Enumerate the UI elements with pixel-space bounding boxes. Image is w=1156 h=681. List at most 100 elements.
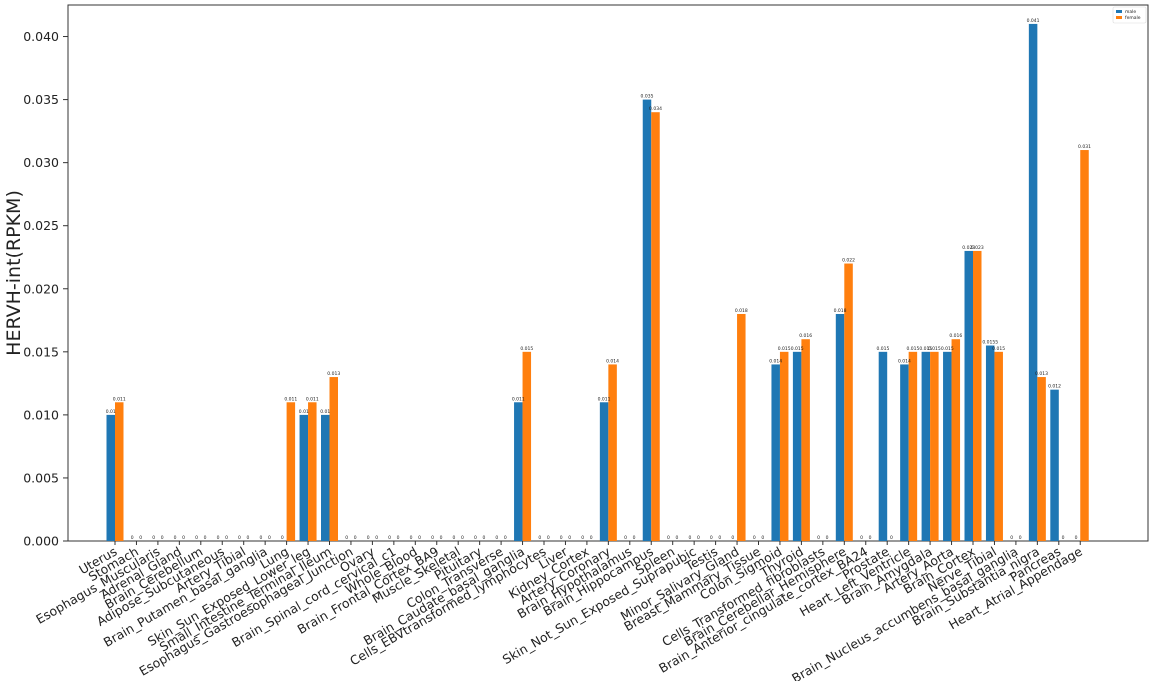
data-label-female: 0.034 <box>649 106 662 112</box>
y-tick-label: 0.030 <box>23 155 59 170</box>
data-label-male: 0 <box>495 535 498 541</box>
data-label-male: 0.035 <box>641 94 654 100</box>
data-label-male: 0 <box>410 535 413 541</box>
data-label-male: 0 <box>259 535 262 541</box>
data-label-female: 0.018 <box>735 308 748 314</box>
data-label-female: 0 <box>547 535 550 541</box>
bar-female <box>286 402 296 541</box>
data-label-male: 0 <box>1075 535 1078 541</box>
data-label-female: 0 <box>676 535 679 541</box>
data-label-male: 0 <box>753 535 756 541</box>
bar-female <box>973 250 982 541</box>
data-label-male: 0 <box>581 535 584 541</box>
bar-male <box>878 351 888 541</box>
bar-male <box>964 250 973 541</box>
data-label-male: 0.01 <box>320 409 330 415</box>
data-label-male: 0.014 <box>769 358 782 364</box>
data-label-male: 0.01 <box>299 409 309 415</box>
data-label-female: 0.015 <box>520 346 533 352</box>
data-label-male: 0.015 <box>919 346 932 352</box>
data-label-female: 0.015 <box>906 346 919 352</box>
bar-series <box>106 23 1089 542</box>
bar-male <box>921 351 931 541</box>
bar-female <box>801 339 810 541</box>
data-label-female: 0 <box>482 535 485 541</box>
legend-swatch-male <box>1116 10 1122 13</box>
data-label-male: 0 <box>431 535 434 541</box>
legend-label-female: female <box>1125 15 1141 21</box>
data-label-female: 0 <box>633 535 636 541</box>
data-label-female: 0.011 <box>284 396 297 402</box>
bar-male <box>943 351 952 541</box>
bar-male <box>771 364 780 541</box>
data-label-male: 0.011 <box>512 396 525 402</box>
data-label-male: 0 <box>281 535 284 541</box>
data-label-female: 0 <box>826 535 829 541</box>
data-label-male: 0.0155 <box>982 340 998 346</box>
data-label-female: 0.023 <box>971 245 984 251</box>
data-label-male: 0 <box>624 535 627 541</box>
data-label-male: 0 <box>345 535 348 541</box>
y-tick-label: 0.035 <box>23 92 59 107</box>
data-label-female: 0.016 <box>949 333 962 339</box>
data-label-female: 0 <box>247 535 250 541</box>
y-axis: 0.000 0.005 0.010 0.015 0.020 0.025 0.030 0.035… <box>23 29 68 549</box>
data-label-female: 0 <box>590 535 593 541</box>
data-label-male: 0.015 <box>877 346 890 352</box>
data-label-male: 0 <box>217 535 220 541</box>
bar-female <box>1080 150 1089 542</box>
data-label-male: 0 <box>152 535 155 541</box>
data-label-male: 0 <box>860 535 863 541</box>
bar-male <box>900 364 909 541</box>
data-label-female: 0.013 <box>327 371 340 377</box>
data-label-male: 0 <box>238 535 241 541</box>
data-label-female: 0 <box>204 535 207 541</box>
bar-male <box>299 414 309 541</box>
data-label-female: 0 <box>161 535 164 541</box>
data-label-male: 0 <box>538 535 541 541</box>
data-label-male: 0 <box>453 535 456 541</box>
y-tick-label: 0.025 <box>23 218 59 233</box>
data-label-female: 0 <box>354 535 357 541</box>
data-label-male: 0 <box>817 535 820 541</box>
data-label-male: 0.041 <box>1027 18 1040 24</box>
data-label-female: 0.011 <box>306 396 319 402</box>
bar-female <box>779 351 789 541</box>
data-label-female: 0 <box>504 535 507 541</box>
data-label-female: 0 <box>1019 535 1022 541</box>
data-label-female: 0.015 <box>778 346 791 352</box>
x-axis: UterusStomachEsophagus_MuscularisAdrenal… <box>33 541 1085 681</box>
data-label-female: 0.015 <box>992 346 1005 352</box>
data-label-male: 0 <box>195 535 198 541</box>
data-label-male: 0 <box>388 535 391 541</box>
bar-female <box>908 351 918 541</box>
data-label-female: 0 <box>397 535 400 541</box>
data-label-female: 0 <box>890 535 893 541</box>
bar-female <box>522 351 532 541</box>
data-label-male: 0 <box>710 535 713 541</box>
data-label-male: 0 <box>667 535 670 541</box>
data-label-male: 0.015 <box>791 346 804 352</box>
data-label-female: 0 <box>461 535 464 541</box>
data-label-female: 0.013 <box>1035 371 1048 377</box>
data-label-female: 0 <box>1062 535 1065 541</box>
bar-female <box>308 402 317 541</box>
data-label-male: 0.01 <box>106 409 116 415</box>
bar-male <box>599 402 609 541</box>
bar-female <box>329 377 338 541</box>
data-label-female: 0.015 <box>928 346 941 352</box>
y-tick-label: 0.040 <box>23 29 59 44</box>
data-label-female: 0 <box>761 535 764 541</box>
data-label-male: 0 <box>474 535 477 541</box>
data-label-male: 0.023 <box>962 245 975 251</box>
data-label-male: 0 <box>731 535 734 541</box>
data-label-female: 0.022 <box>842 258 855 264</box>
data-label-female: 0.011 <box>113 396 126 402</box>
data-label-male: 0.012 <box>1048 384 1061 390</box>
y-tick-label: 0.000 <box>23 534 59 549</box>
data-label-male: 0.011 <box>598 396 611 402</box>
data-label-female: 0 <box>375 535 378 541</box>
data-label-male: 0 <box>688 535 691 541</box>
bar-male <box>985 345 995 541</box>
